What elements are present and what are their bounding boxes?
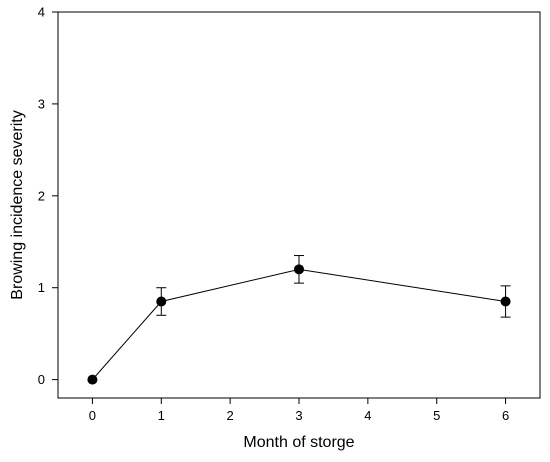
x-tick-label-4: 4 xyxy=(364,408,371,423)
x-tick-label-0: 0 xyxy=(89,408,96,423)
x-tick-label-2: 2 xyxy=(227,408,234,423)
data-point-2 xyxy=(294,264,304,275)
y-tick-label-4: 4 xyxy=(38,5,45,20)
y-tick-label-2: 2 xyxy=(38,188,45,203)
x-tick-label-3: 3 xyxy=(295,408,302,423)
x-tick-label-6: 6 xyxy=(502,408,509,423)
y-axis-title: Browing incidence severity xyxy=(9,110,26,299)
series-0-line xyxy=(92,268,506,380)
series-layer xyxy=(87,255,511,385)
x-axis: 0 1 2 3 4 5 6 xyxy=(89,398,509,423)
x-tick-label-5: 5 xyxy=(433,408,440,423)
y-tick-label-3: 3 xyxy=(38,96,45,111)
data-point-1 xyxy=(156,296,167,307)
data-point-3 xyxy=(500,296,511,307)
x-axis-title: Month of storge xyxy=(243,434,354,451)
plot-frame xyxy=(57,11,541,399)
y-tick-label-0: 0 xyxy=(38,372,45,387)
x-tick-label-1: 1 xyxy=(158,408,165,423)
y-axis: 0 1 2 3 4 xyxy=(38,5,58,387)
data-point-0 xyxy=(87,374,98,385)
y-tick-label-1: 1 xyxy=(38,280,45,295)
